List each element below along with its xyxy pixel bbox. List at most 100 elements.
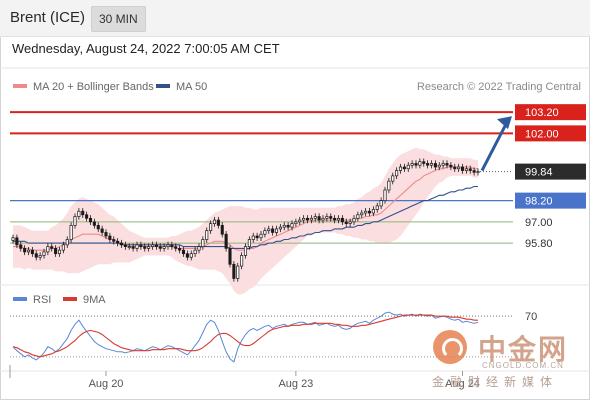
candle-body (309, 217, 313, 221)
cngold-watermark: 中金网 CNGOLD.COM.CN 金融财经新媒体 (430, 330, 580, 390)
watermark-name: 中金网 (478, 334, 569, 365)
candle-body (116, 240, 120, 244)
candle-body (344, 221, 348, 224)
candle-body (433, 163, 437, 168)
candle-body (449, 164, 453, 168)
candle-body (26, 249, 31, 253)
candle-body (143, 246, 147, 249)
candle-body (100, 228, 104, 233)
candle-body (139, 244, 143, 247)
candle-body (166, 244, 170, 247)
level-badge-102.00 (515, 125, 586, 142)
watermark-url: CNGOLD.COM.CN (482, 361, 564, 370)
candle-body (371, 209, 375, 214)
candle-body (170, 244, 174, 247)
candle-body (197, 246, 201, 251)
candle-body (236, 265, 240, 279)
watermark-subtitle: 金融财经新媒体 (432, 375, 559, 389)
candle-body (290, 223, 294, 228)
candle-body (263, 230, 267, 235)
candle-body (240, 255, 244, 267)
candle-body (325, 216, 329, 219)
candle-body (364, 210, 368, 214)
candle-body (220, 225, 224, 235)
candle-body (278, 226, 282, 230)
candle-body (23, 248, 27, 253)
research-credit: Research © 2022 Trading Central (417, 81, 581, 93)
candle-body (30, 249, 34, 255)
legend-ma20-label: MA 20 + Bollinger Bands (33, 81, 154, 93)
candle-body (251, 235, 255, 240)
candle-body (54, 248, 58, 255)
candle-body (271, 228, 275, 233)
candle-body (224, 233, 228, 249)
candle-body (112, 239, 116, 242)
instrument-title: Brent (ICE) (10, 9, 86, 26)
candle-body (387, 180, 391, 191)
candle-body (38, 255, 42, 258)
candle-body (65, 239, 69, 246)
candle-body (77, 210, 81, 217)
candle-body (259, 233, 263, 239)
level-label-97.00: 97.00 (525, 217, 553, 229)
candle-body (158, 246, 162, 249)
candle-body (205, 230, 209, 240)
candle-body (391, 175, 395, 182)
legend-9ma-label: 9MA (83, 294, 106, 306)
x-tick-label: Aug 23 (278, 378, 313, 390)
level-label-102.00: 102.00 (525, 128, 559, 140)
candle-body (85, 214, 89, 219)
candle-body (286, 225, 290, 228)
candle-body (360, 212, 364, 216)
candle-body (414, 163, 418, 166)
candle-body (181, 249, 186, 255)
rsi-9ma-line (12, 314, 478, 358)
candle-body (457, 166, 461, 170)
price-panel: 103.20 102.00 98.20 97.00 95.80 99.84 (10, 104, 586, 295)
candle-body (460, 166, 465, 171)
candle-body (189, 253, 193, 258)
candle-body (441, 163, 445, 166)
candle-body (336, 217, 341, 221)
projection-arrow-head (497, 116, 512, 130)
x-tick-label: Aug 20 (89, 378, 124, 390)
candle-body (174, 246, 178, 249)
candle-body (422, 161, 426, 164)
candle-body (15, 237, 19, 246)
candle-body (429, 163, 434, 166)
report-datetime: Wednesday, August 24, 2022 7:00:05 AM CE… (12, 41, 280, 56)
candle-body (119, 242, 124, 246)
candle-body (247, 239, 251, 247)
candle-body (418, 161, 422, 166)
candle-body (108, 235, 112, 240)
candle-body (298, 219, 302, 223)
candle-body (410, 163, 414, 166)
candle-body (154, 244, 158, 247)
candle-body (352, 217, 356, 223)
candle-body (201, 239, 205, 247)
candle-body (178, 248, 182, 251)
candle-body (445, 163, 449, 166)
candle-body (162, 246, 166, 249)
candle-body (147, 246, 151, 249)
candle-body (50, 246, 54, 249)
candle-body (395, 170, 399, 177)
candle-body (329, 216, 333, 219)
candle-body (150, 244, 155, 247)
candle-body (464, 168, 468, 171)
candle-body (379, 200, 383, 207)
candle-body (356, 214, 360, 219)
legend-ma50-label: MA 50 (176, 81, 207, 93)
candle-body (104, 232, 108, 237)
rsi-level-70-label: 70 (525, 311, 537, 323)
bollinger-band (13, 147, 478, 295)
candle-body (61, 244, 65, 251)
rsi-panel: 70 (10, 311, 537, 363)
candle-body (209, 223, 213, 232)
candle-body (437, 164, 441, 168)
header-bar: Brent (ICE) 30 MIN (0, 0, 590, 37)
candle-body (228, 248, 232, 265)
timeframe-badge[interactable]: 30 MIN (91, 6, 146, 32)
candle-body (57, 249, 62, 255)
